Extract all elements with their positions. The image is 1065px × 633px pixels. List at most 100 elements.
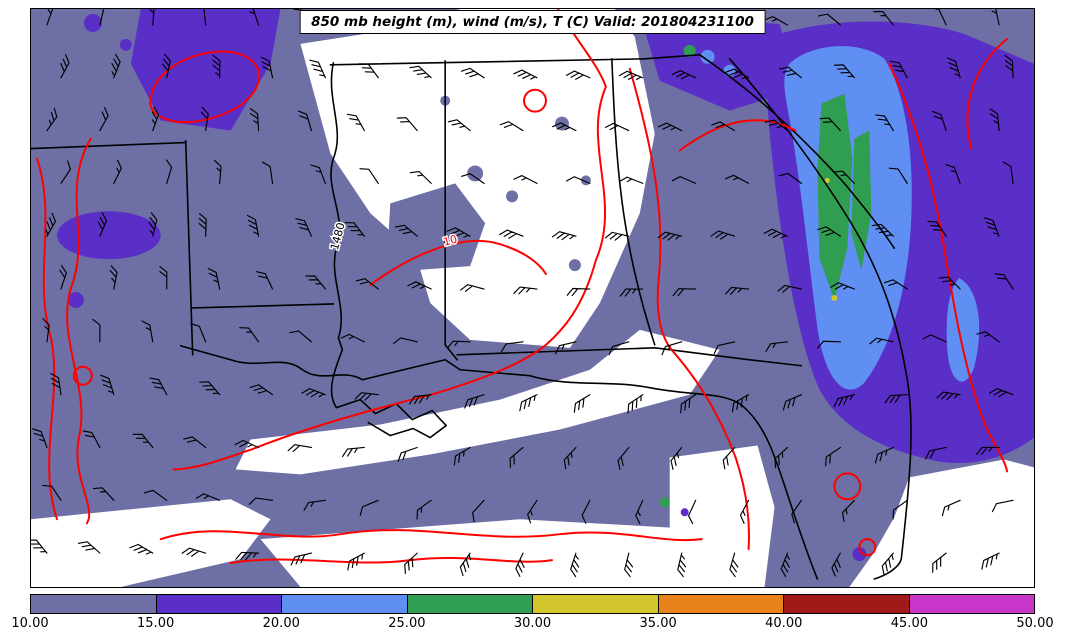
wind-barb: [446, 340, 471, 349]
wind-barb: [246, 214, 260, 237]
wind-barb: [764, 119, 789, 132]
wind-barb: [409, 170, 432, 184]
wind-barb: [831, 552, 841, 577]
colorbar-segment: [156, 595, 282, 613]
wind-barb: [92, 487, 115, 501]
wind-barb: [234, 439, 260, 449]
wind-barb: [670, 446, 683, 470]
wind-barb: [50, 372, 62, 396]
wind-barb: [513, 69, 538, 80]
wind-barb: [509, 446, 524, 468]
wind-barb: [922, 334, 947, 343]
wind-barb: [46, 107, 58, 132]
wind-barb: [235, 551, 260, 561]
colorbar-segment: [533, 595, 659, 613]
wind-barbs: [31, 9, 1014, 578]
colorbar-tick-label: 40.00: [765, 616, 803, 631]
wind-barb: [976, 446, 1000, 455]
wind-barb: [99, 107, 109, 132]
wind-barb: [677, 552, 687, 578]
colorbar-tick-label: 10.00: [11, 616, 49, 631]
wind-barb: [342, 446, 365, 458]
wind-barb: [765, 341, 789, 352]
wind-barb: [981, 552, 1000, 570]
colorbar-segment: [784, 595, 910, 613]
wind-barb: [498, 229, 524, 239]
wind-barb: [310, 164, 326, 184]
wind-barb: [151, 106, 160, 132]
wind-barb: [619, 288, 644, 297]
wind-barb: [724, 174, 750, 184]
wind-barb: [59, 264, 67, 290]
wind-barb: [946, 57, 961, 79]
colorbar-tick-label: 15.00: [137, 616, 175, 631]
wind-barb: [447, 119, 471, 132]
wind-barb: [159, 265, 168, 290]
wind-barb: [555, 341, 577, 355]
wind-barb: [680, 394, 697, 414]
wind-barb: [460, 67, 485, 79]
wind-barb: [818, 13, 841, 26]
wind-barb: [248, 497, 274, 505]
wind-barb: [817, 226, 841, 237]
wind-barb: [295, 218, 313, 237]
wind-barb: [305, 275, 326, 290]
wind-barb: [892, 499, 908, 520]
wind-barb: [149, 377, 168, 396]
wind-barb: [563, 446, 577, 470]
wind-barb: [31, 539, 48, 554]
wind-barb: [875, 114, 894, 132]
wind-barb: [780, 552, 790, 578]
wind-barb: [513, 175, 538, 184]
wind-barb: [739, 499, 750, 524]
wind-barb: [657, 231, 683, 241]
wind-barb: [358, 63, 379, 79]
wind-barb: [515, 552, 525, 577]
wind-barb: [190, 323, 207, 343]
wind-barb: [347, 552, 365, 571]
wind-barb: [397, 446, 418, 462]
wind-barb: [817, 340, 841, 349]
wind-barb: [825, 446, 841, 467]
wind-barb: [97, 212, 108, 237]
wind-barb: [32, 428, 48, 449]
wind-barb: [842, 499, 855, 522]
wind-barb: [290, 552, 313, 566]
wind-barb: [869, 337, 894, 345]
wind-barb: [932, 552, 947, 573]
wind-barb: [513, 286, 538, 295]
wind-barb: [936, 391, 961, 401]
wind-barb: [627, 394, 644, 414]
wind-barb: [884, 279, 908, 290]
wind-barb: [309, 59, 326, 79]
wind-barb: [214, 159, 222, 184]
colorbar-segment: [407, 595, 533, 613]
wind-barb: [141, 320, 154, 343]
wind-barb: [570, 552, 580, 578]
map-canvas: 1480 10: [31, 9, 1034, 587]
wind-barb: [100, 374, 115, 396]
wind-barb: [976, 331, 1000, 343]
wind-barb: [212, 54, 221, 79]
wind-barb: [409, 65, 432, 79]
wind-barb: [261, 161, 274, 184]
wind-barb: [624, 552, 634, 578]
wind-barb: [147, 9, 155, 26]
shade-patches-10-15: [388, 95, 591, 272]
wind-barb: [303, 499, 326, 511]
wind-barb: [500, 341, 524, 353]
wind-barb: [945, 164, 961, 184]
wind-barb: [97, 9, 105, 26]
wind-barb: [884, 394, 908, 404]
wind-barb: [409, 394, 432, 405]
wind-barb: [42, 318, 50, 343]
wind-barb: [407, 281, 432, 290]
map-plot-area: 1480 10 850 mb height (m), wind (m/s), T…: [30, 8, 1035, 588]
wind-barb: [983, 217, 1000, 237]
wind-barb: [183, 436, 207, 449]
wind-barb: [527, 499, 538, 524]
wind-barb: [604, 122, 630, 132]
wind-barb: [774, 446, 789, 469]
wind-barb: [573, 394, 591, 413]
wind-barb: [207, 267, 221, 290]
